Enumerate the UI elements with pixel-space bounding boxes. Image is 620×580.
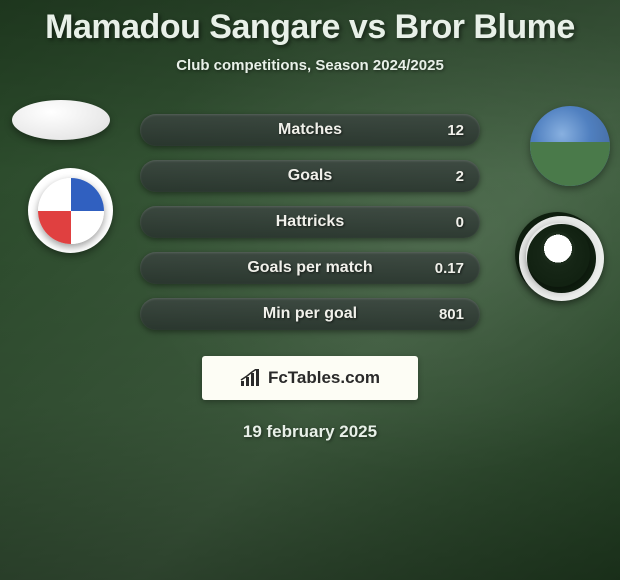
stat-label: Goals per match bbox=[140, 259, 480, 277]
logo-text: FcTables.com bbox=[268, 368, 380, 388]
stat-bar: Goals 2 bbox=[140, 160, 480, 192]
stats-area: Matches 12 Goals 2 Hattricks 0 Goals per… bbox=[0, 114, 620, 344]
stats-bars: Matches 12 Goals 2 Hattricks 0 Goals per… bbox=[140, 114, 480, 344]
stat-bar: Matches 12 bbox=[140, 114, 480, 146]
stat-value-right: 12 bbox=[447, 122, 464, 139]
subtitle: Club competitions, Season 2024/2025 bbox=[0, 57, 620, 74]
club-badge-right bbox=[515, 212, 600, 297]
page-title: Mamadou Sangare vs Bror Blume bbox=[0, 8, 620, 47]
stat-value-right: 0.17 bbox=[435, 260, 464, 277]
stat-bar: Min per goal 801 bbox=[140, 298, 480, 330]
stat-value-right: 2 bbox=[456, 168, 464, 185]
player1-avatar bbox=[12, 100, 110, 140]
stat-bar: Goals per match 0.17 bbox=[140, 252, 480, 284]
stat-bar: Hattricks 0 bbox=[140, 206, 480, 238]
club-badge-left bbox=[28, 168, 113, 253]
stat-label: Goals bbox=[140, 167, 480, 185]
stat-label: Hattricks bbox=[140, 213, 480, 231]
club-badge-right-inner bbox=[526, 223, 590, 287]
logo-box: FcTables.com bbox=[202, 356, 418, 400]
player2-avatar bbox=[530, 106, 610, 186]
date-text: 19 february 2025 bbox=[0, 422, 620, 442]
stat-value-right: 801 bbox=[439, 306, 464, 323]
stat-value-right: 0 bbox=[456, 214, 464, 231]
stat-label: Min per goal bbox=[140, 305, 480, 323]
club-badge-left-inner bbox=[38, 178, 104, 244]
chart-icon bbox=[240, 369, 262, 387]
stat-label: Matches bbox=[140, 121, 480, 139]
